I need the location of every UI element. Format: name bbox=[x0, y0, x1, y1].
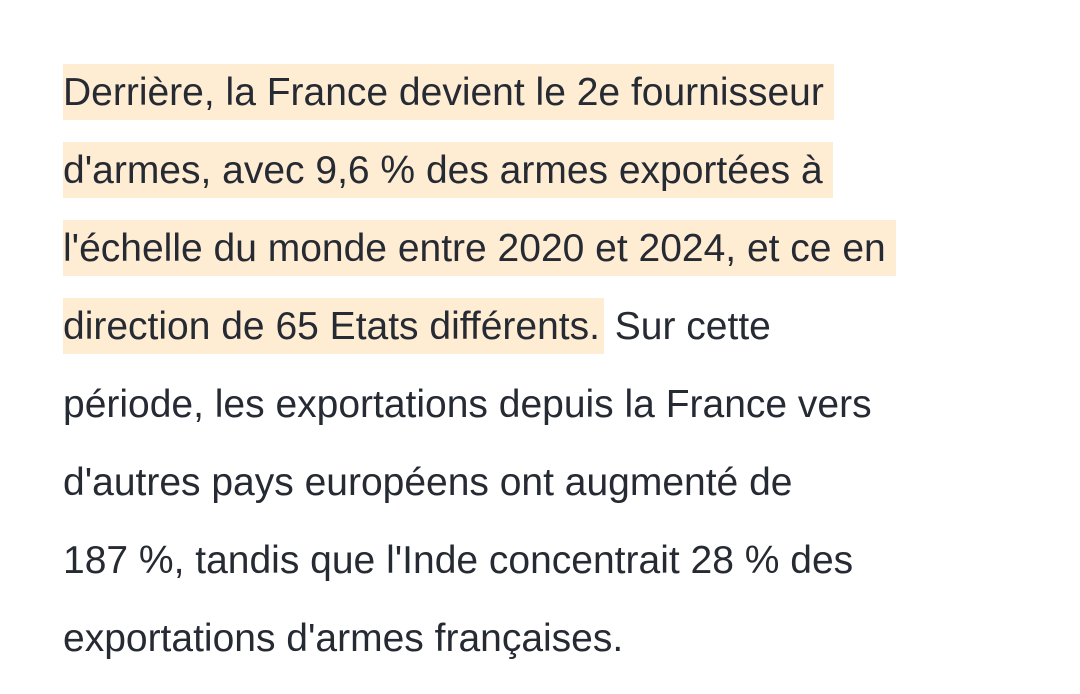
highlighted-text: direction de 65 Etats différents. bbox=[63, 298, 604, 354]
highlighted-text: d'armes, avec 9,6 % des armes exportées … bbox=[63, 142, 833, 198]
paragraph-line: exportations d'armes françaises. bbox=[63, 610, 1050, 688]
paragraph-line: l'échelle du monde entre 2020 et 2024, e… bbox=[63, 220, 1050, 298]
paragraph-line: d'armes, avec 9,6 % des armes exportées … bbox=[63, 142, 1050, 220]
plain-text: Sur cette bbox=[603, 305, 771, 348]
plain-text: d'autres pays européens ont augmenté de bbox=[63, 461, 793, 504]
paragraph-line: 187 %, tandis que l'Inde concentrait 28 … bbox=[63, 532, 1050, 610]
paragraph-line: Derrière, la France devient le 2e fourni… bbox=[63, 64, 1050, 142]
paragraph-line: direction de 65 Etats différents. Sur ce… bbox=[63, 298, 1050, 376]
plain-text: exportations d'armes françaises. bbox=[63, 617, 624, 660]
plain-text: période, les exportations depuis la Fran… bbox=[63, 383, 872, 426]
highlighted-text: l'échelle du monde entre 2020 et 2024, e… bbox=[63, 220, 896, 276]
plain-text: 187 %, tandis que l'Inde concentrait 28 … bbox=[63, 539, 854, 582]
highlighted-text: Derrière, la France devient le 2e fourni… bbox=[63, 64, 834, 120]
paragraph-line: d'autres pays européens ont augmenté de bbox=[63, 454, 1050, 532]
paragraph-line: période, les exportations depuis la Fran… bbox=[63, 376, 1050, 454]
